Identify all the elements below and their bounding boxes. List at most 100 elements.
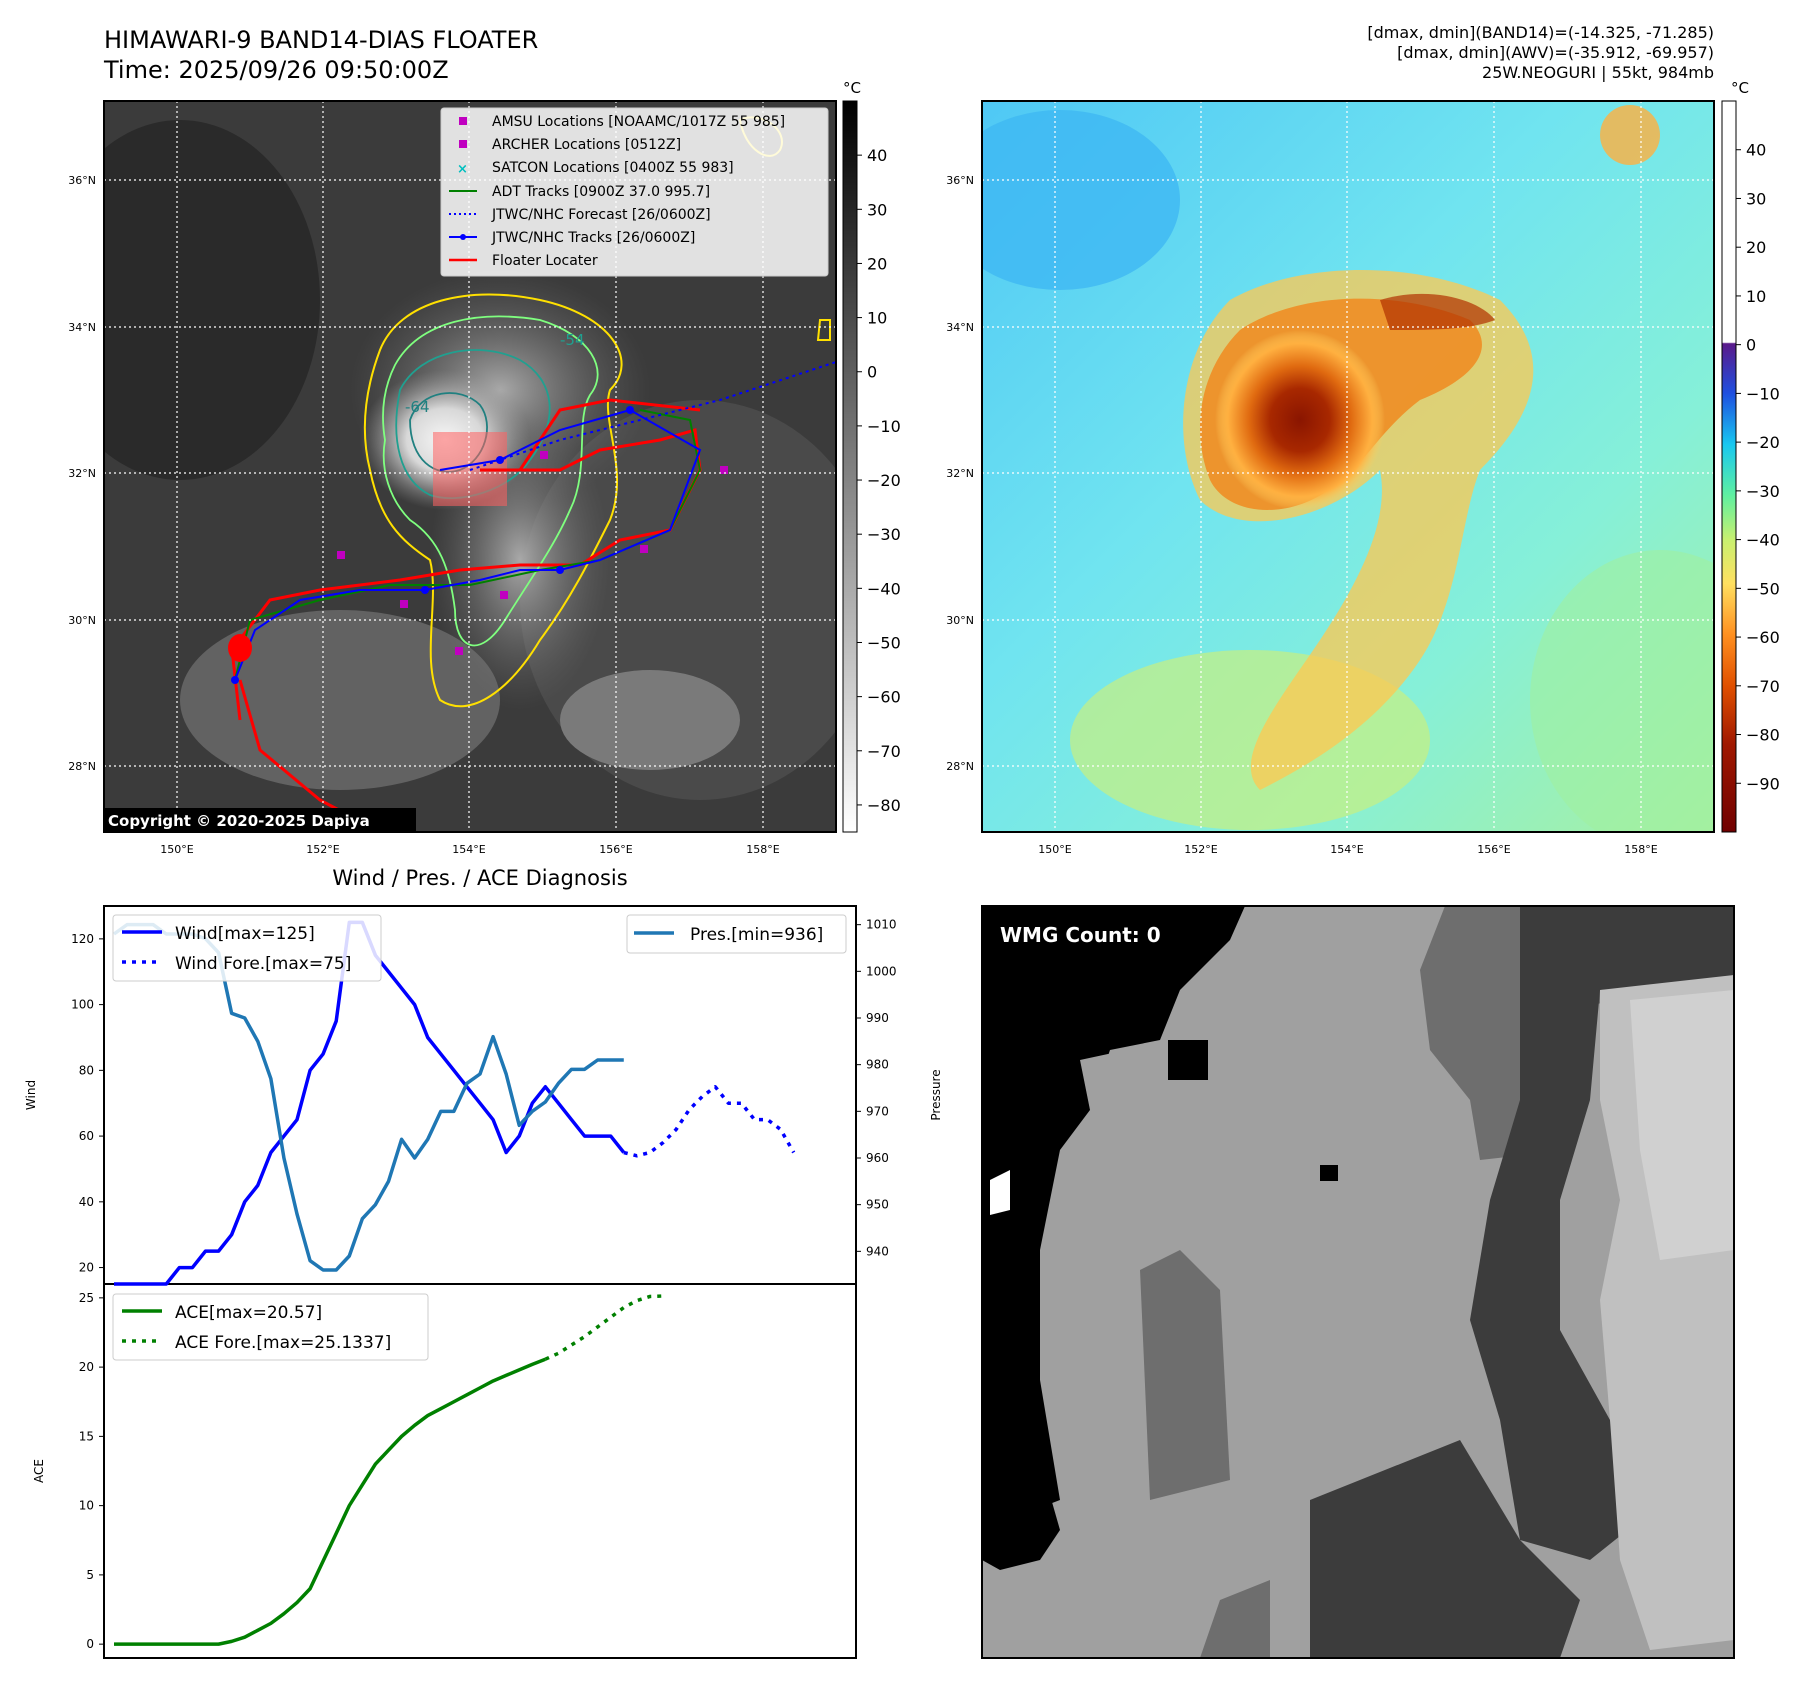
colorbar-tick-label: −30 <box>867 525 901 544</box>
ir-colorbar-unit: °C <box>843 79 861 97</box>
colorbar-tick-label: 0 <box>1746 336 1756 355</box>
y2-tick-label: 950 <box>866 1198 889 1212</box>
colorbar-tick-label: 10 <box>1746 287 1766 306</box>
colorbar-tick-label: −80 <box>1746 726 1780 745</box>
awv-colorbar-unit: °C <box>1731 79 1749 97</box>
legend-satcon: SATCON Locations [0400Z 55 983] <box>492 160 734 176</box>
awv-satellite-panel <box>981 100 1715 833</box>
y-tick-label: 100 <box>71 998 94 1012</box>
y-tick-label: 0 <box>86 1637 94 1651</box>
colorbar-tick-label: 40 <box>867 146 887 165</box>
ir-lat-labels: 36°N 34°N 32°N 30°N 28°N <box>68 174 96 773</box>
ir-lon-156: 156°E <box>599 843 632 856</box>
legend-wind: Wind[max=125] <box>175 924 315 944</box>
awv-lon-152: 152°E <box>1184 843 1217 856</box>
awv-colorbar-ticks: 40 30 20 10 0 −10 −20 −30 −40 −50 −60 −70 −80 −90 <box>1736 141 1780 793</box>
legend-pressure: Pres.[min=936] <box>690 925 823 945</box>
colorbar-tick-label: −60 <box>867 688 901 707</box>
y2-tick-label: 1000 <box>866 964 897 978</box>
figure-time: Time: 2025/09/26 09:50:00Z <box>104 56 449 84</box>
awv-range: [dmax, dmin](AWV)=(-35.912, -69.957) <box>1397 43 1714 62</box>
awv-lat-32: 32°N <box>946 467 974 480</box>
storm-info: 25W.NEOGURI | 55kt, 984mb <box>1482 63 1714 82</box>
series-line-ace <box>114 1357 546 1646</box>
colorbar-tick-label: −40 <box>1746 531 1780 550</box>
wmg-count-label: WMG Count: 0 <box>1000 923 1161 947</box>
band14-range: [dmax, dmin](BAND14)=(-14.325, -71.285) <box>1367 23 1714 42</box>
y-tick-label: 120 <box>71 932 94 946</box>
ir-lon-150: 150°E <box>160 843 193 856</box>
y2-tick-label: 960 <box>866 1151 889 1165</box>
awv-lat-36: 36°N <box>946 174 974 187</box>
ace-axis-label: ACE <box>32 1459 46 1483</box>
pressure-axis-label: Pressure <box>929 1069 943 1120</box>
ir-lat-36: 36°N <box>68 174 96 187</box>
ir-lon-labels: 150°E 152°E 154°E 156°E 158°E <box>160 843 779 856</box>
ace-legend: ACE[max=20.57] ACE Fore.[max=25.1337] <box>112 1293 429 1361</box>
awv-lon-150: 150°E <box>1038 843 1071 856</box>
y-tick-label: 25 <box>79 1291 94 1305</box>
y-tick-label: 15 <box>79 1429 94 1443</box>
legend-adt: ADT Tracks [0900Z 37.0 995.7] <box>492 184 710 200</box>
awv-colorbar <box>1721 100 1737 833</box>
ir-lon-158: 158°E <box>746 843 779 856</box>
awv-lat-30: 30°N <box>946 614 974 627</box>
wmg-panel: WMG Count: 0 <box>981 905 1735 1659</box>
y-tick-label: 80 <box>79 1063 94 1077</box>
colorbar-tick-label: 40 <box>1746 141 1766 160</box>
pressure-legend: Pres.[min=936] <box>626 914 847 954</box>
ir-lat-28: 28°N <box>68 760 96 773</box>
y2-tick-label: 970 <box>866 1104 889 1118</box>
ir-lon-152: 152°E <box>306 843 339 856</box>
y-tick-label: 5 <box>86 1568 94 1582</box>
colorbar-tick-label: −20 <box>867 471 901 490</box>
colorbar-tick-label: −40 <box>867 579 901 598</box>
colorbar-tick-label: 30 <box>867 200 887 219</box>
legend-forecast: JTWC/NHC Forecast [26/0600Z] <box>491 207 711 223</box>
y-tick-label: 60 <box>79 1129 94 1143</box>
colorbar-tick-label: 0 <box>867 363 877 382</box>
ir-lat-30: 30°N <box>68 614 96 627</box>
legend-ace-fore: ACE Fore.[max=25.1337] <box>175 1333 391 1353</box>
colorbar-tick-label: −20 <box>1746 433 1780 452</box>
legend-wind-fore: Wind Fore.[max=75] <box>175 954 351 974</box>
amsu-marker-icon <box>459 117 467 125</box>
awv-lon-158: 158°E <box>1624 843 1657 856</box>
colorbar-tick-label: −10 <box>867 417 901 436</box>
colorbar-tick-label: −90 <box>1746 774 1780 793</box>
ir-colorbar-ticks: 40 30 20 10 0 −10 −20 −30 −40 −50 −60 −70 −80 <box>857 146 901 815</box>
ir-lat-34: 34°N <box>68 321 96 334</box>
y-tick-label: 10 <box>79 1499 94 1513</box>
colorbar-tick-label: 30 <box>1746 189 1766 208</box>
y-tick-label: 40 <box>79 1195 94 1209</box>
y-tick-label: 20 <box>79 1360 94 1374</box>
satcon-marker-icon: × <box>457 162 468 177</box>
awv-lon-154: 154°E <box>1330 843 1363 856</box>
contour-label-64: -64 <box>405 398 430 416</box>
legend-floater: Floater Locater <box>492 253 598 269</box>
contour-label-54: -54 <box>560 331 585 349</box>
legend-tracks: JTWC/NHC Tracks [26/0600Z] <box>491 230 695 246</box>
archer-marker-icon <box>459 140 467 148</box>
y-tick-label: 20 <box>79 1261 94 1275</box>
legend-amsu: AMSU Locations [NOAAMC/1017Z 55 985] <box>492 114 785 130</box>
colorbar-tick-label: −80 <box>867 796 901 815</box>
y2-tick-label: 980 <box>866 1058 889 1072</box>
colorbar-tick-label: −50 <box>867 633 901 652</box>
series-line-wind-fore- <box>623 1085 796 1158</box>
wind-legend: Wind[max=125] Wind Fore.[max=75] <box>112 914 382 982</box>
copyright-label: Copyright © 2020-2025 Dapiya <box>108 812 370 830</box>
legend-ace: ACE[max=20.57] <box>175 1303 322 1323</box>
colorbar-tick-label: 20 <box>1746 238 1766 257</box>
ir-lat-32: 32°N <box>68 467 96 480</box>
ace-series-layer: 0 5 10 15 20 25 <box>79 1291 664 1651</box>
series-line-ace-fore- <box>544 1294 664 1361</box>
awv-lat-34: 34°N <box>946 321 974 334</box>
awv-lat-labels: 36°N 34°N 32°N 30°N 28°N <box>946 174 974 773</box>
colorbar-tick-label: −70 <box>1746 677 1780 696</box>
colorbar-tick-label: −30 <box>1746 482 1780 501</box>
y2-tick-label: 990 <box>866 1011 889 1025</box>
colorbar-tick-label: 10 <box>867 309 887 328</box>
colorbar-tick-label: −70 <box>867 742 901 761</box>
